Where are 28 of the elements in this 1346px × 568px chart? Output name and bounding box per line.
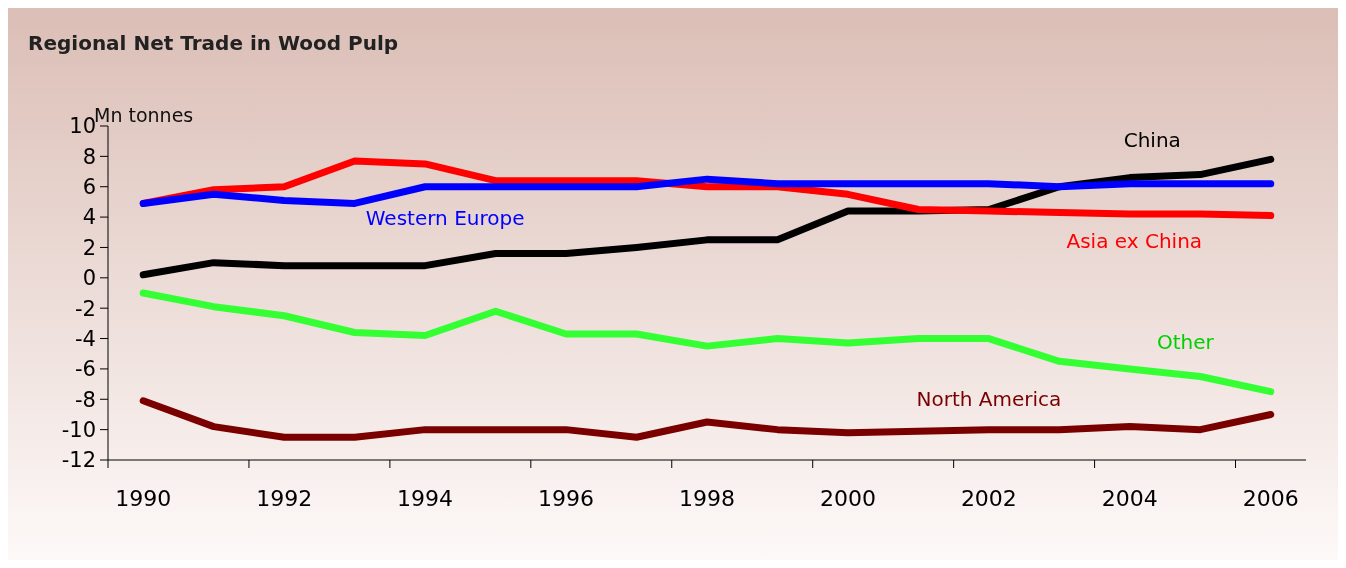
x-tick-label: 1994	[397, 486, 454, 511]
y-tick-label: -10	[61, 417, 96, 442]
series-label: Asia ex China	[1066, 229, 1203, 254]
x-tick-label: 1996	[538, 486, 595, 511]
x-tick-label: 1998	[679, 486, 735, 511]
x-tick-label: 2002	[960, 486, 1017, 511]
x-tick-label: 2006	[1242, 486, 1299, 511]
series-label: Western Europe	[365, 205, 525, 230]
y-tick-label: -2	[75, 296, 96, 321]
y-tick-label: 8	[82, 144, 96, 169]
series-label: Other	[1156, 329, 1215, 354]
y-tick-label: 4	[82, 205, 96, 230]
y-tick-label: 6	[82, 175, 96, 200]
x-tick-label: 1992	[256, 486, 313, 511]
y-tick-label: -12	[61, 448, 96, 473]
series-label: China	[1123, 127, 1181, 152]
y-tick-label: -4	[75, 326, 96, 351]
y-axis-title: Mn tonnes	[94, 104, 194, 126]
y-tick-label: 0	[82, 266, 96, 291]
y-tick-label: -6	[75, 357, 96, 382]
x-tick-label: 1990	[115, 486, 172, 511]
chart-title: Regional Net Trade in Wood Pulp	[28, 31, 399, 55]
y-tick-label: 2	[82, 235, 96, 260]
x-tick-label: 2004	[1101, 486, 1158, 511]
x-tick-label: 2000	[819, 486, 876, 511]
y-tick-label: -8	[75, 387, 96, 412]
y-tick-label: 10	[69, 114, 96, 139]
series-label: North America	[916, 386, 1062, 411]
